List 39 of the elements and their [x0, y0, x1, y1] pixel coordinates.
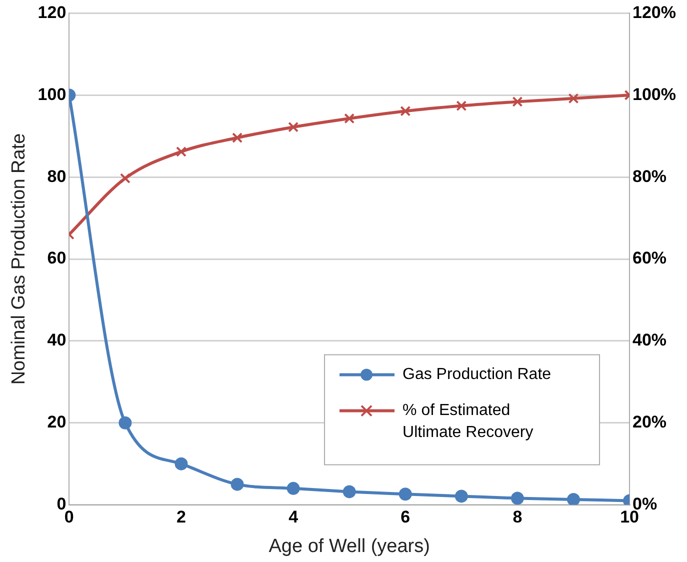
point [230, 478, 244, 491]
legend-label: Gas Production Rate [402, 366, 552, 384]
y-tick-label: 20 [47, 412, 66, 432]
x-tick-label: 2 [176, 508, 186, 527]
y2-tick-label: 40% [632, 330, 667, 350]
y-tick-label: 120 [38, 2, 66, 22]
y-axis-title: Nominal Gas Production Rate [8, 133, 30, 385]
y2-tick-label: 120% [632, 2, 676, 22]
point [566, 492, 580, 505]
point [510, 492, 524, 505]
point [120, 173, 130, 184]
point [400, 106, 411, 116]
y-tick-label: 100 [38, 84, 66, 104]
y-tick-label: 80 [47, 166, 66, 186]
y-tick-label: 40 [47, 330, 66, 350]
x-tick-label: 8 [512, 508, 522, 527]
point [232, 132, 243, 143]
y2-tick-label: 20% [632, 412, 667, 432]
point [176, 146, 186, 157]
y-tick-label: 60 [47, 248, 66, 268]
point [568, 93, 579, 104]
y2-tick-label: 80% [632, 166, 667, 186]
point [512, 96, 523, 107]
x-tick-label: 6 [400, 508, 410, 527]
point [288, 122, 299, 132]
point [344, 113, 355, 124]
point [174, 457, 188, 470]
point [118, 416, 132, 430]
point [286, 482, 300, 495]
y2-tick-label: 60% [632, 248, 667, 268]
point [398, 488, 412, 501]
point [342, 485, 356, 498]
point [456, 100, 467, 112]
x-tick-label: 4 [288, 508, 299, 527]
y2-tick-label: 100% [632, 84, 676, 104]
point [454, 490, 468, 503]
x-axis-title: Age of Well (years) [268, 536, 430, 557]
legend-label: % of Estimated Ultimate Recovery [402, 402, 534, 442]
y-tick-label: 0 [56, 494, 66, 514]
